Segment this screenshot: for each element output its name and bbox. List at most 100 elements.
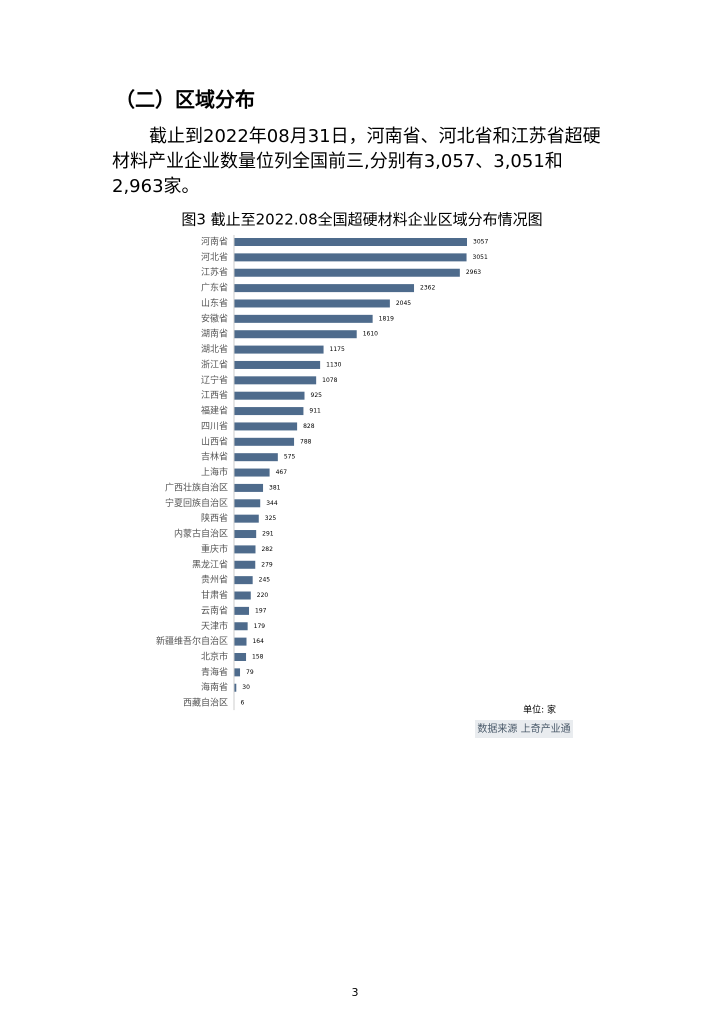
- unit-label: 单位: 家: [523, 704, 556, 716]
- value-label: 911: [309, 408, 321, 415]
- value-label: 3057: [473, 239, 488, 246]
- category-label: 北京市: [201, 650, 228, 662]
- bar: [234, 622, 248, 631]
- source-label: 数据来源 上奇产业通: [477, 722, 570, 735]
- paragraph-line: 2,963家。: [112, 176, 200, 197]
- category-label: 四川省: [201, 420, 228, 432]
- bar: [234, 422, 298, 431]
- value-label: 79: [246, 669, 254, 676]
- bar: [234, 683, 237, 692]
- bar: [234, 652, 247, 661]
- category-label: 山西省: [201, 435, 228, 447]
- category-label: 山东省: [201, 297, 228, 309]
- category-label: 广西壮族自治区: [165, 481, 228, 493]
- category-label: 云南省: [201, 604, 228, 616]
- bar: [234, 576, 253, 585]
- category-label: 河北省: [201, 251, 228, 263]
- value-label: 279: [261, 561, 273, 568]
- bar: [234, 345, 324, 354]
- paragraph-line: 材料产业企业数量位列全国前三,分别有3,057、3,051和: [112, 151, 563, 172]
- value-label: 220: [257, 592, 269, 599]
- value-label: 179: [254, 623, 266, 630]
- category-label: 内蒙古自治区: [174, 528, 228, 540]
- value-label: 164: [252, 638, 264, 645]
- value-label: 282: [261, 546, 273, 553]
- value-label: 3051: [473, 254, 488, 261]
- value-label: 2362: [420, 285, 435, 292]
- bar: [234, 530, 257, 539]
- category-label: 河南省: [201, 236, 228, 248]
- bar: [234, 637, 247, 646]
- value-label: 1130: [326, 361, 341, 368]
- category-label: 安徽省: [201, 312, 228, 324]
- section-heading: （二）区域分布: [115, 88, 255, 112]
- value-label: 158: [252, 653, 264, 660]
- bar: [234, 591, 251, 600]
- value-label: 325: [265, 515, 277, 522]
- category-label: 重庆市: [201, 543, 228, 555]
- value-label: 925: [311, 392, 323, 399]
- bar: [234, 238, 467, 246]
- value-label: 828: [303, 423, 315, 430]
- category-label: 西藏自治区: [183, 697, 228, 709]
- bar: [234, 314, 373, 323]
- bar: [234, 391, 305, 400]
- value-label: 1610: [363, 331, 378, 338]
- category-label: 海南省: [201, 681, 228, 693]
- bar: [234, 560, 256, 569]
- category-label: 天津市: [201, 620, 228, 632]
- bar: [234, 376, 317, 385]
- bar: [234, 330, 357, 339]
- category-label: 湖南省: [201, 328, 228, 340]
- category-label: 吉林省: [201, 451, 228, 463]
- bar: [234, 514, 259, 523]
- category-label: 黑龙江省: [192, 558, 228, 570]
- value-label: 6: [240, 700, 244, 707]
- category-label: 青海省: [201, 666, 228, 678]
- source-box: [475, 720, 573, 738]
- category-label: 江苏省: [201, 266, 228, 278]
- value-label: 1175: [330, 346, 345, 353]
- value-label: 1078: [322, 377, 337, 384]
- category-label: 广东省: [201, 282, 228, 294]
- bar: [234, 299, 390, 308]
- category-label: 浙江省: [201, 358, 228, 370]
- value-label: 30: [242, 684, 250, 691]
- bar: [234, 668, 241, 677]
- bar: [234, 268, 460, 277]
- value-label: 2963: [466, 269, 481, 276]
- value-label: 245: [259, 577, 271, 584]
- chart-title: 图3 截止至2022.08全国超硬材料企业区域分布情况图: [181, 211, 542, 229]
- bar: [234, 606, 250, 615]
- value-label: 788: [300, 438, 312, 445]
- value-label: 467: [276, 469, 288, 476]
- bar: [234, 468, 270, 477]
- value-label: 2045: [396, 300, 411, 307]
- bar: [234, 407, 304, 416]
- bar: [234, 499, 261, 508]
- value-label: 1819: [379, 315, 394, 322]
- value-label: 575: [284, 454, 296, 461]
- category-label: 江西省: [201, 389, 228, 401]
- value-label: 291: [262, 531, 274, 538]
- bar: [234, 437, 295, 446]
- category-label: 宁夏回族自治区: [165, 497, 228, 509]
- page-number: 3: [352, 986, 359, 999]
- bar: [234, 253, 467, 262]
- category-label: 福建省: [201, 405, 228, 417]
- bar: [234, 483, 264, 492]
- bar: [234, 284, 415, 293]
- category-label: 陕西省: [201, 512, 228, 524]
- value-label: 197: [255, 607, 267, 614]
- bar: [234, 453, 278, 462]
- value-label: 344: [266, 500, 278, 507]
- paragraph-line: 截止到2022年08月31日，河南省、河北省和江苏省超硬: [149, 126, 601, 147]
- value-label: 381: [269, 484, 281, 491]
- bar: [234, 545, 256, 554]
- category-label: 甘肃省: [201, 589, 228, 601]
- bar: [234, 360, 321, 369]
- category-label: 辽宁省: [201, 374, 228, 386]
- category-label: 上海市: [201, 466, 228, 478]
